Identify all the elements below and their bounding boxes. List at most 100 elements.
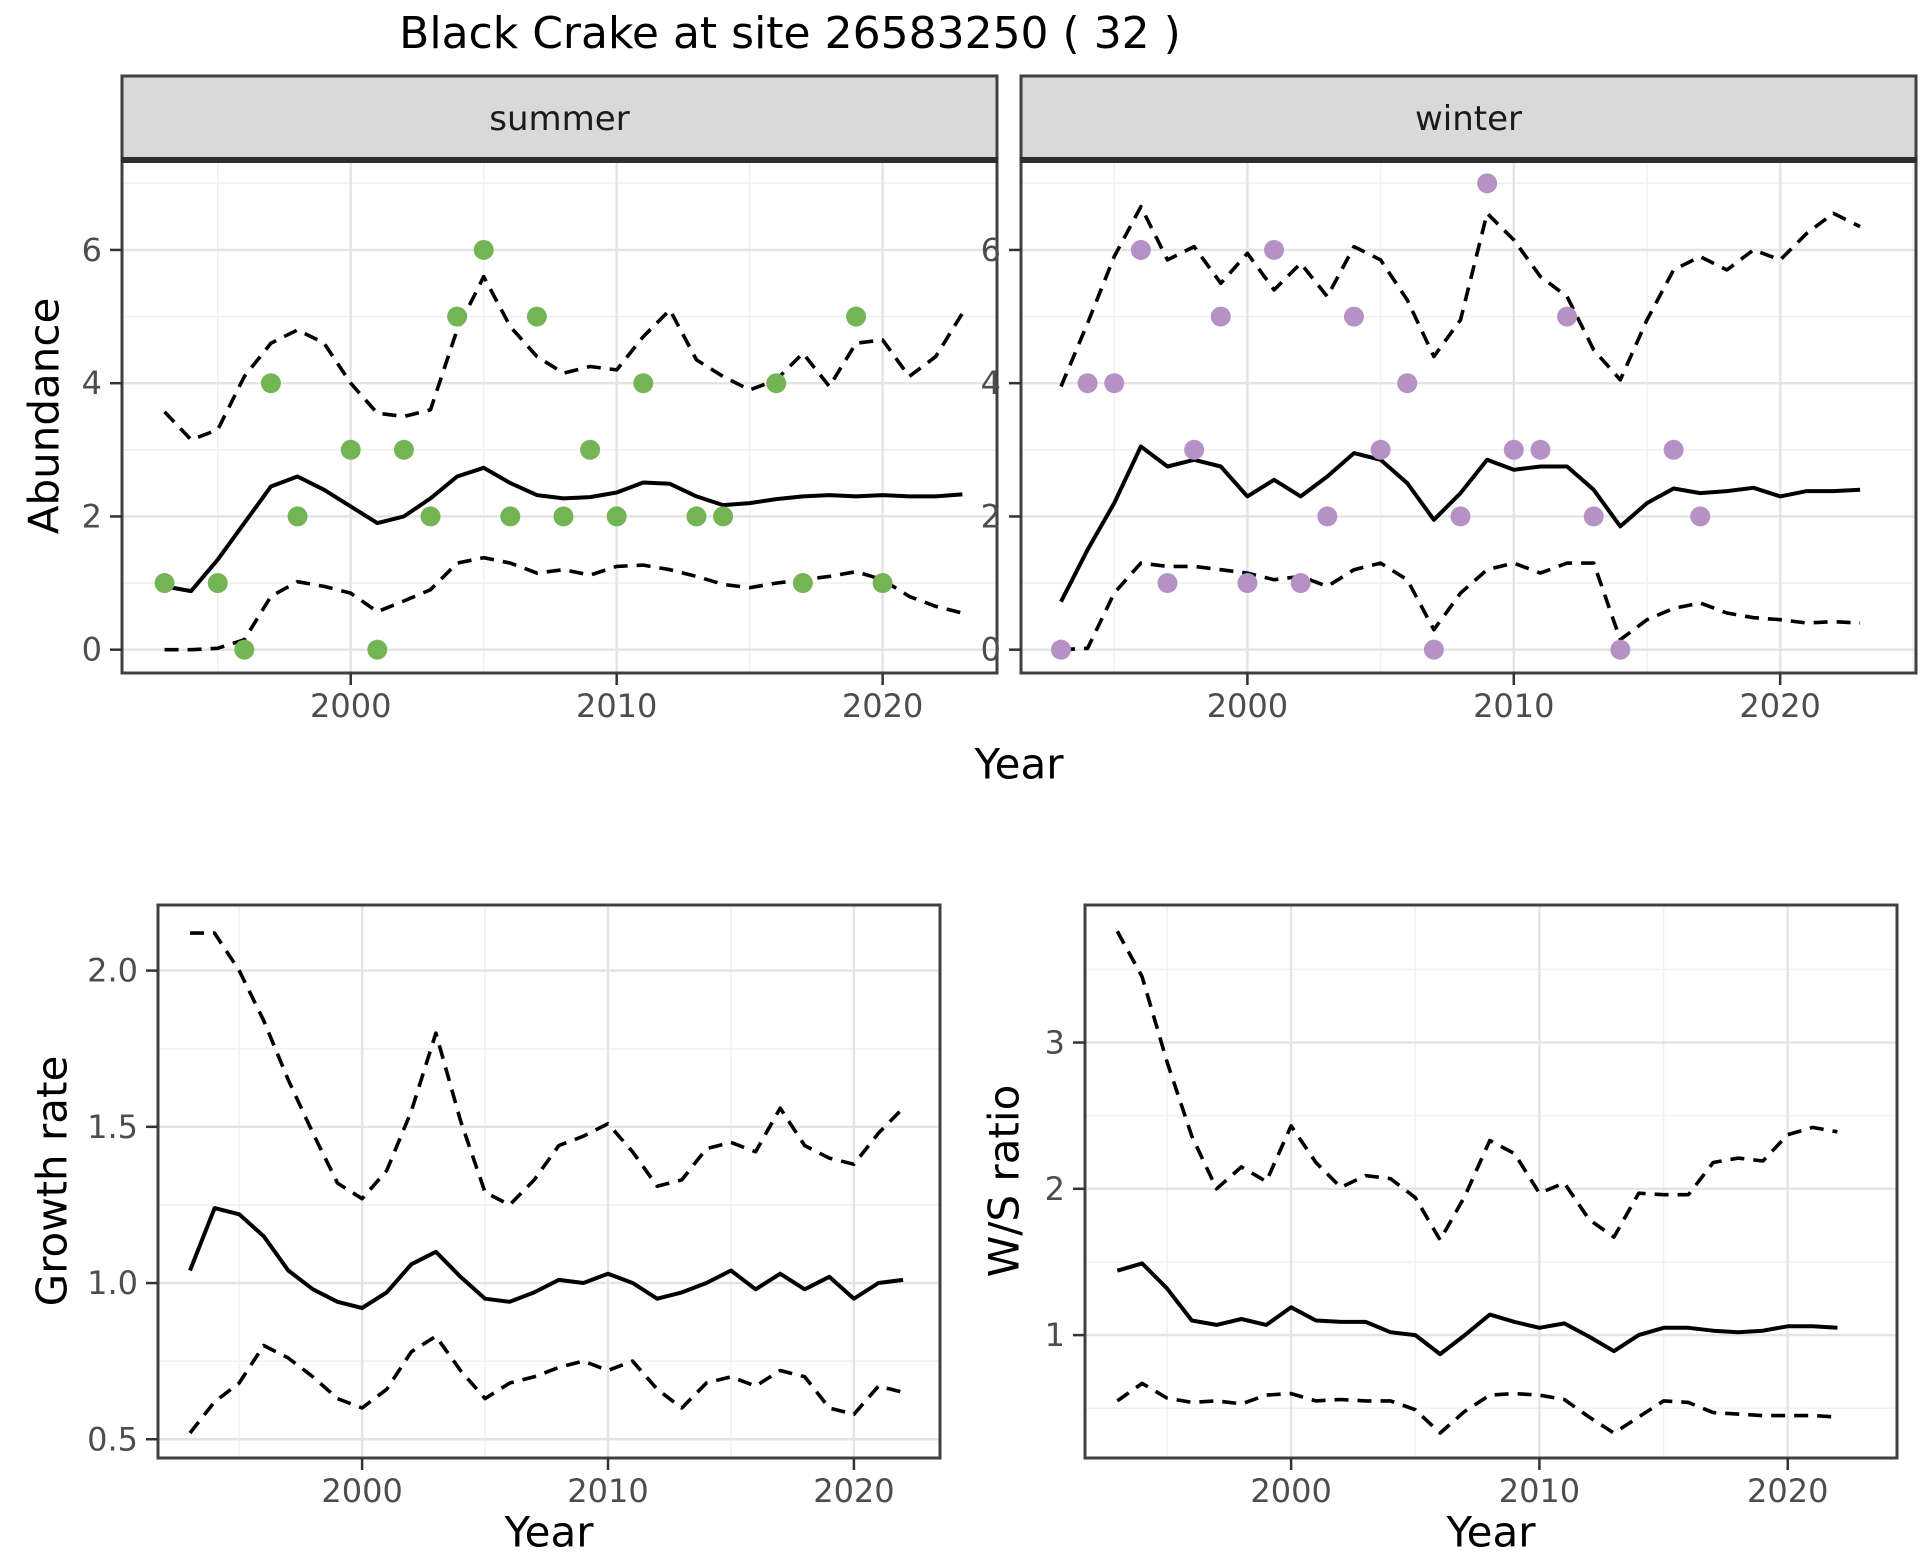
data-point — [1290, 573, 1311, 594]
data-point — [1530, 439, 1551, 460]
ci-line — [1116, 1381, 1838, 1435]
x-tick-label: 2000 — [321, 1472, 402, 1510]
panel-background — [122, 160, 997, 673]
y-tick-label: 4 — [981, 364, 1001, 402]
data-point — [1423, 639, 1444, 660]
data-point — [1583, 506, 1604, 527]
data-point — [207, 573, 228, 594]
x-tick-label: 2010 — [576, 687, 657, 725]
data-point — [473, 239, 494, 260]
data-point — [1503, 439, 1524, 460]
panel-abundance-winter: 2000 2010 2020 0 2 4 6 winter — [981, 74, 1918, 725]
data-point — [1610, 639, 1631, 660]
data-point — [553, 506, 574, 527]
data-point — [154, 573, 175, 594]
y-axis-title-ws-ratio: W/S ratio — [979, 1084, 1029, 1278]
x-axis-title-year-ws: Year — [1446, 1507, 1536, 1557]
x-tick-label: 2010 — [1473, 687, 1554, 725]
data-point — [447, 306, 468, 327]
data-point — [1450, 506, 1471, 527]
y-tick-label: 6 — [82, 231, 102, 269]
x-tick-label: 2020 — [842, 687, 923, 725]
data-point — [1477, 173, 1498, 194]
median-line — [164, 465, 963, 594]
data-point — [420, 506, 441, 527]
y-tick-label: 2 — [981, 497, 1001, 535]
ci-line — [1060, 561, 1861, 652]
facet-label-summer: summer — [489, 99, 629, 139]
panel-border — [1083, 903, 1899, 1460]
x-tick-label: 2020 — [1739, 687, 1820, 725]
x-axis-title-year-top: Year — [974, 739, 1064, 789]
data-point — [580, 439, 601, 460]
data-point — [1343, 306, 1364, 327]
y-tick-label: 1.0 — [87, 1264, 138, 1302]
x-tick-label: 2020 — [813, 1472, 894, 1510]
y-tick-label: 3 — [1045, 1024, 1065, 1062]
data-point — [1130, 239, 1151, 260]
data-point — [1237, 573, 1258, 594]
data-point — [1077, 373, 1098, 394]
data-point — [792, 573, 813, 594]
y-tick-label: 2.0 — [87, 952, 138, 990]
data-point — [367, 639, 388, 660]
data-point — [500, 506, 521, 527]
median-line — [1116, 1261, 1838, 1357]
data-point — [393, 439, 414, 460]
panel-background — [1085, 905, 1897, 1458]
y-tick-label: 0 — [82, 631, 102, 669]
ci-line — [190, 931, 905, 1207]
data-point — [1370, 439, 1391, 460]
x-tick-label: 2000 — [310, 687, 391, 725]
data-point — [1050, 639, 1071, 660]
ci-line — [164, 555, 963, 652]
data-point — [766, 373, 787, 394]
data-point — [1157, 573, 1178, 594]
data-point — [340, 439, 361, 460]
data-point — [526, 306, 547, 327]
y-tick-label: 4 — [82, 364, 102, 402]
median-line — [188, 1206, 904, 1310]
facet-strip-winter — [1019, 74, 1918, 162]
data-point — [260, 373, 281, 394]
panel-growth-rate: 2000 2010 2020 0.5 1.0 1.5 2.0 — [87, 903, 942, 1510]
data-point — [1210, 306, 1231, 327]
data-point — [872, 573, 893, 594]
data-point — [713, 506, 734, 527]
ci-line — [1059, 204, 1861, 388]
data-point — [1184, 439, 1205, 460]
data-point — [846, 306, 867, 327]
x-tick-label: 2020 — [1747, 1472, 1828, 1510]
x-axis-title-year-growth: Year — [504, 1507, 594, 1557]
x-tick-label: 2010 — [1499, 1472, 1580, 1510]
x-tick-label: 2000 — [1250, 1472, 1331, 1510]
data-point — [234, 639, 255, 660]
data-point — [1690, 506, 1711, 527]
y-tick-label: 0 — [981, 631, 1001, 669]
panel-border — [156, 903, 942, 1460]
y-axis-title-abundance: Abundance — [19, 297, 69, 535]
y-tick-label: 6 — [981, 231, 1001, 269]
data-point — [1557, 306, 1578, 327]
data-point — [1104, 373, 1125, 394]
panel-ws-ratio: 2000 2010 2020 1 2 3 — [1045, 903, 1899, 1510]
y-axis-title-growth-rate: Growth rate — [27, 1055, 77, 1307]
data-point — [1264, 239, 1285, 260]
y-tick-label: 2 — [1045, 1170, 1065, 1208]
x-tick-label: 2010 — [567, 1472, 648, 1510]
data-point — [287, 506, 308, 527]
data-point — [1397, 373, 1418, 394]
y-tick-label: 1 — [1045, 1316, 1065, 1354]
data-point — [633, 373, 654, 394]
main-title: Black Crake at site 26583250 ( 32 ) — [399, 8, 1181, 59]
x-tick-label: 2000 — [1207, 687, 1288, 725]
panel-abundance-summer: 2000 2010 2020 0 2 4 6 summer — [82, 74, 999, 725]
panel-background — [158, 905, 940, 1458]
facet-label-winter: winter — [1415, 99, 1522, 139]
data-point — [686, 506, 707, 527]
y-tick-label: 0.5 — [87, 1420, 138, 1458]
ci-line — [188, 1334, 904, 1435]
y-tick-label: 2 — [82, 497, 102, 535]
